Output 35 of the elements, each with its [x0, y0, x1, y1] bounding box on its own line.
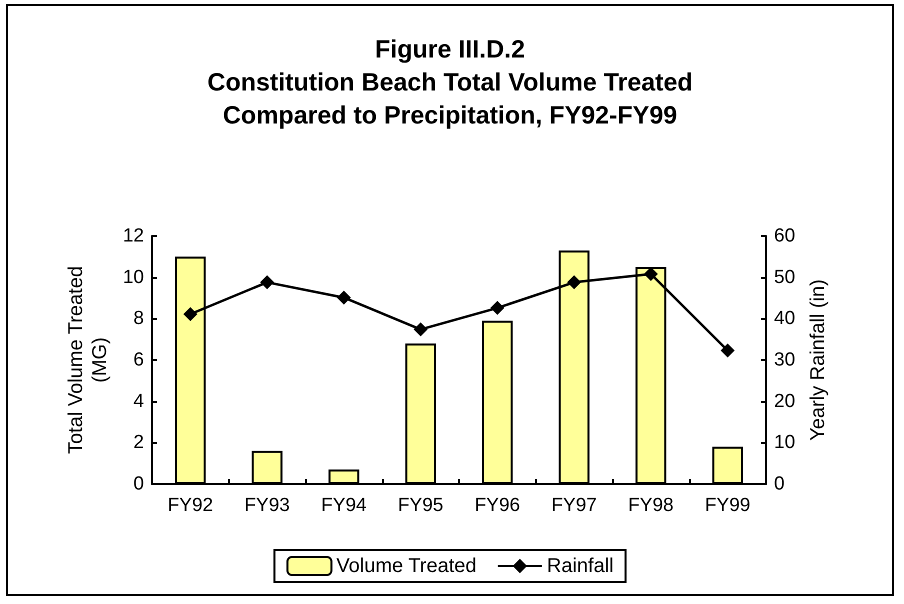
- y-tick-label: 6: [133, 350, 144, 370]
- y-tick-label: 10: [122, 266, 144, 288]
- y-tick-label: 0: [133, 474, 144, 494]
- x-tick-label: FY97: [551, 495, 597, 516]
- x-tick-label: FY93: [244, 495, 290, 516]
- y-axis-title: Total Volume Treated (MG): [64, 266, 111, 454]
- point: [414, 322, 428, 336]
- y2-tick-label: 40: [774, 308, 796, 330]
- point: [260, 275, 274, 290]
- y-tick-label: 12: [122, 226, 144, 246]
- y2-tick-label: 10: [774, 432, 796, 454]
- point: [490, 300, 504, 315]
- point: [567, 275, 582, 290]
- y-tick-label: 4: [133, 390, 144, 412]
- y2-tick-label: 0: [774, 474, 785, 494]
- y-tick-label: 8: [133, 308, 144, 330]
- y2-axis-title: Yearly Rainfall (in): [807, 279, 830, 441]
- legend-label: Volume Treated: [336, 555, 477, 577]
- point: [336, 290, 351, 305]
- x-tick-label: FY92: [168, 495, 214, 516]
- point: [720, 343, 735, 358]
- x-tick-label: FY94: [321, 495, 368, 516]
- chart-title: Figure III.D.2 Constitution Beach Total Volume Treated Compared to Precipitation, FY92-FY99: [207, 36, 693, 130]
- y2-tick-label: 60: [774, 226, 796, 246]
- y-tick-label: 2: [133, 432, 144, 454]
- y2-tick-label: 20: [774, 390, 796, 412]
- legend-label: Rainfall: [546, 555, 614, 577]
- x-tick-label: FY99: [704, 495, 750, 516]
- point: [183, 307, 198, 322]
- x-tick-label: FY96: [474, 495, 520, 516]
- y2-tick-label: 30: [774, 350, 796, 370]
- y2-tick-label: 50: [774, 266, 796, 288]
- x-tick-label: FY98: [628, 495, 674, 516]
- point: [644, 267, 658, 282]
- x-tick-label: FY95: [398, 495, 444, 516]
